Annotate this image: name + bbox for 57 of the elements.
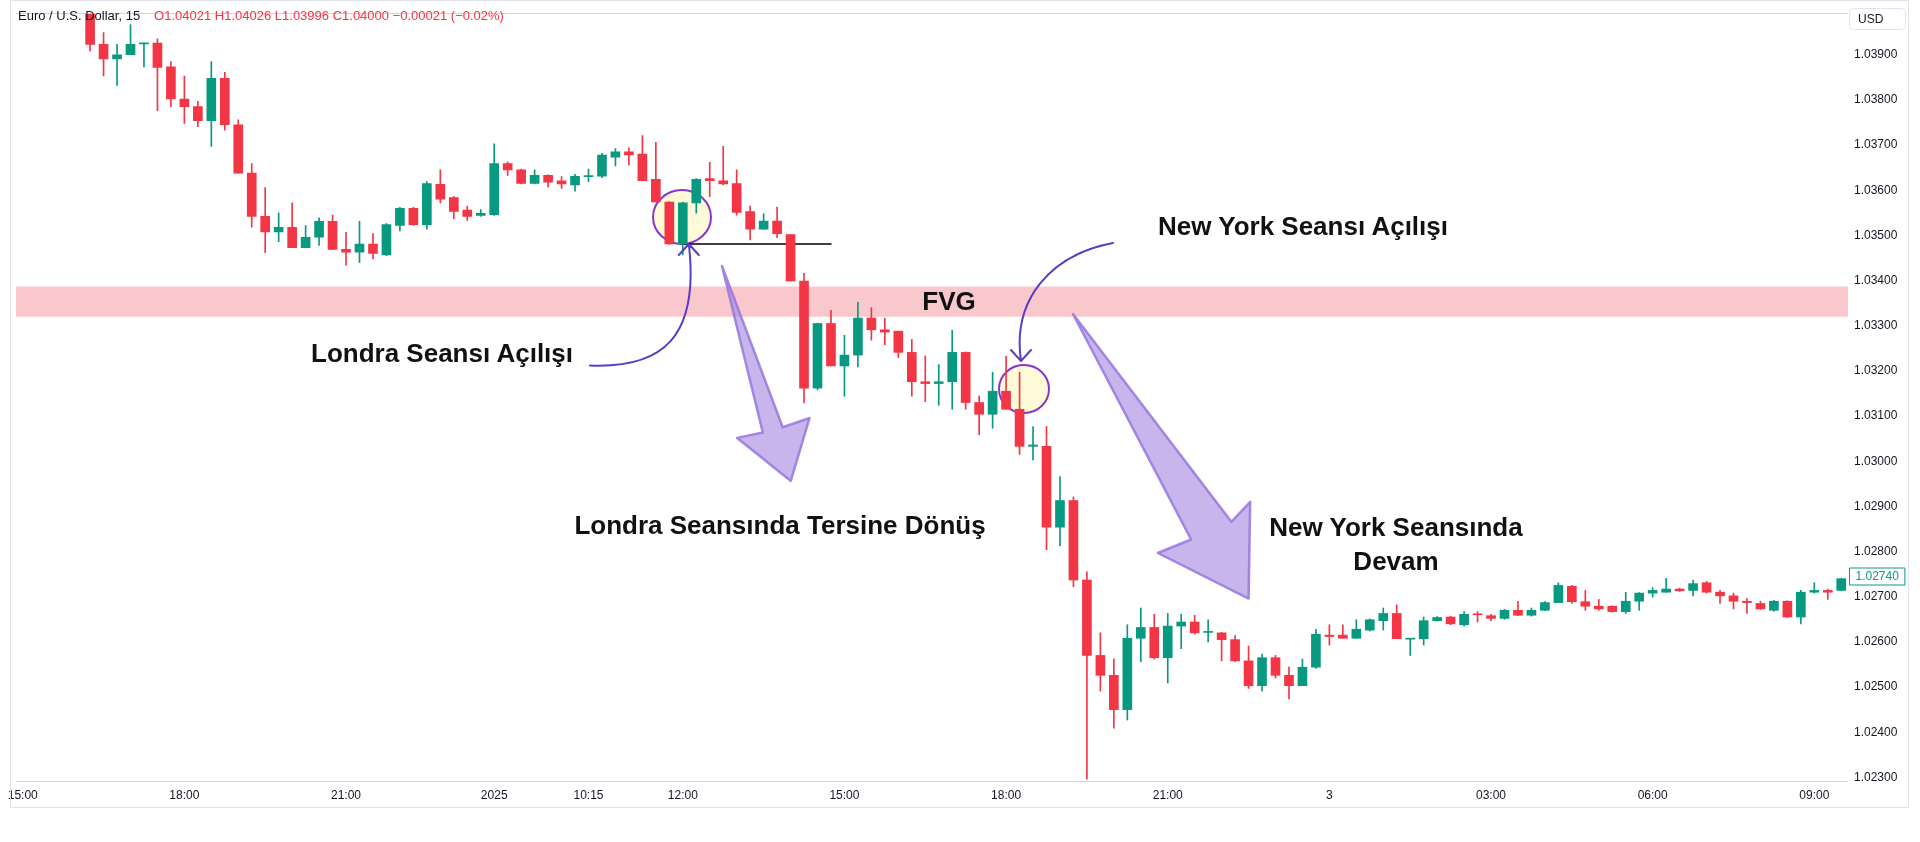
x-tick-label: 09:00 — [1799, 787, 1830, 802]
candlestick — [1028, 426, 1038, 461]
candlestick — [1742, 598, 1752, 614]
y-axis-title: USD — [1858, 11, 1884, 26]
candlestick — [704, 161, 715, 197]
y-tick-label: 1.02700 — [1854, 589, 1898, 604]
x-tick-label: 21:00 — [331, 787, 362, 802]
y-tick-label: 1.03100 — [1854, 408, 1898, 423]
candlestick — [1203, 619, 1213, 643]
y-tick-label: 1.02800 — [1854, 543, 1898, 558]
candlestick — [1661, 577, 1671, 593]
y-tick-label: 1.03900 — [1854, 47, 1898, 62]
candlestick — [718, 146, 729, 186]
candlestick — [1647, 587, 1658, 598]
x-tick-label: 10:15 — [573, 787, 604, 802]
y-tick-label: 1.02600 — [1854, 634, 1898, 649]
chart-title: Euro / U.S. Dollar, 15 — [18, 7, 141, 23]
x-tick-label: 18:00 — [169, 787, 200, 802]
x-tick-label: 12:00 — [667, 787, 699, 802]
candlestick — [933, 364, 944, 406]
x-tick-label: 15:00 — [7, 787, 39, 802]
y-tick-label: 1.02900 — [1854, 498, 1898, 513]
x-tick-label: 06:00 — [1637, 787, 1669, 802]
y-tick-label: 1.02300 — [1854, 769, 1898, 784]
x-tick-label: 3 — [1326, 787, 1334, 802]
candlestick — [880, 317, 890, 346]
x-tick-label: 2025 — [480, 787, 508, 802]
band-label: FVG — [922, 285, 976, 316]
y-tick-label: 1.03500 — [1854, 227, 1898, 242]
candlestick — [1593, 599, 1604, 611]
candlestick — [1135, 607, 1146, 663]
y-tick-label: 1.03400 — [1854, 272, 1898, 287]
y-tick-label: 1.03200 — [1854, 363, 1898, 378]
chart-subtitle: O1.04021 H1.04026 L1.03996 C1.04000 −0.00021 (−0.02%) — [154, 7, 504, 23]
text: 1.02740 — [1855, 569, 1900, 584]
candlestick — [920, 355, 931, 402]
y-tick-label: 1.03700 — [1854, 137, 1898, 152]
y-tick-label: 1.03800 — [1854, 92, 1898, 107]
y-tick-label: 1.03300 — [1854, 318, 1898, 333]
x-tick-label: 03:00 — [1476, 787, 1507, 802]
candlestick — [1338, 624, 1348, 639]
y-tick-label: 1.03000 — [1854, 453, 1898, 468]
candlestick — [260, 187, 271, 253]
annotation: Londra Seansı Açılışı — [310, 338, 574, 369]
candlestick — [273, 212, 284, 243]
annotation: Londra Seansında Tersine Dönüş — [574, 510, 986, 541]
candlestick — [341, 231, 351, 266]
x-tick-label: 21:00 — [1152, 787, 1184, 802]
annotation: New York Seansı Açılışı — [1158, 211, 1448, 242]
y-tick-label: 1.02500 — [1854, 679, 1898, 694]
candlestick — [1405, 637, 1416, 656]
x-tick-label: 15:00 — [829, 787, 860, 802]
y-tick-label: 1.03600 — [1854, 182, 1898, 197]
annotation: New York Seansında Devam — [1269, 512, 1524, 577]
y-tick-label: 1.02400 — [1854, 724, 1898, 739]
x-tick-label: 18:00 — [991, 787, 1022, 802]
candlestick — [112, 44, 122, 86]
